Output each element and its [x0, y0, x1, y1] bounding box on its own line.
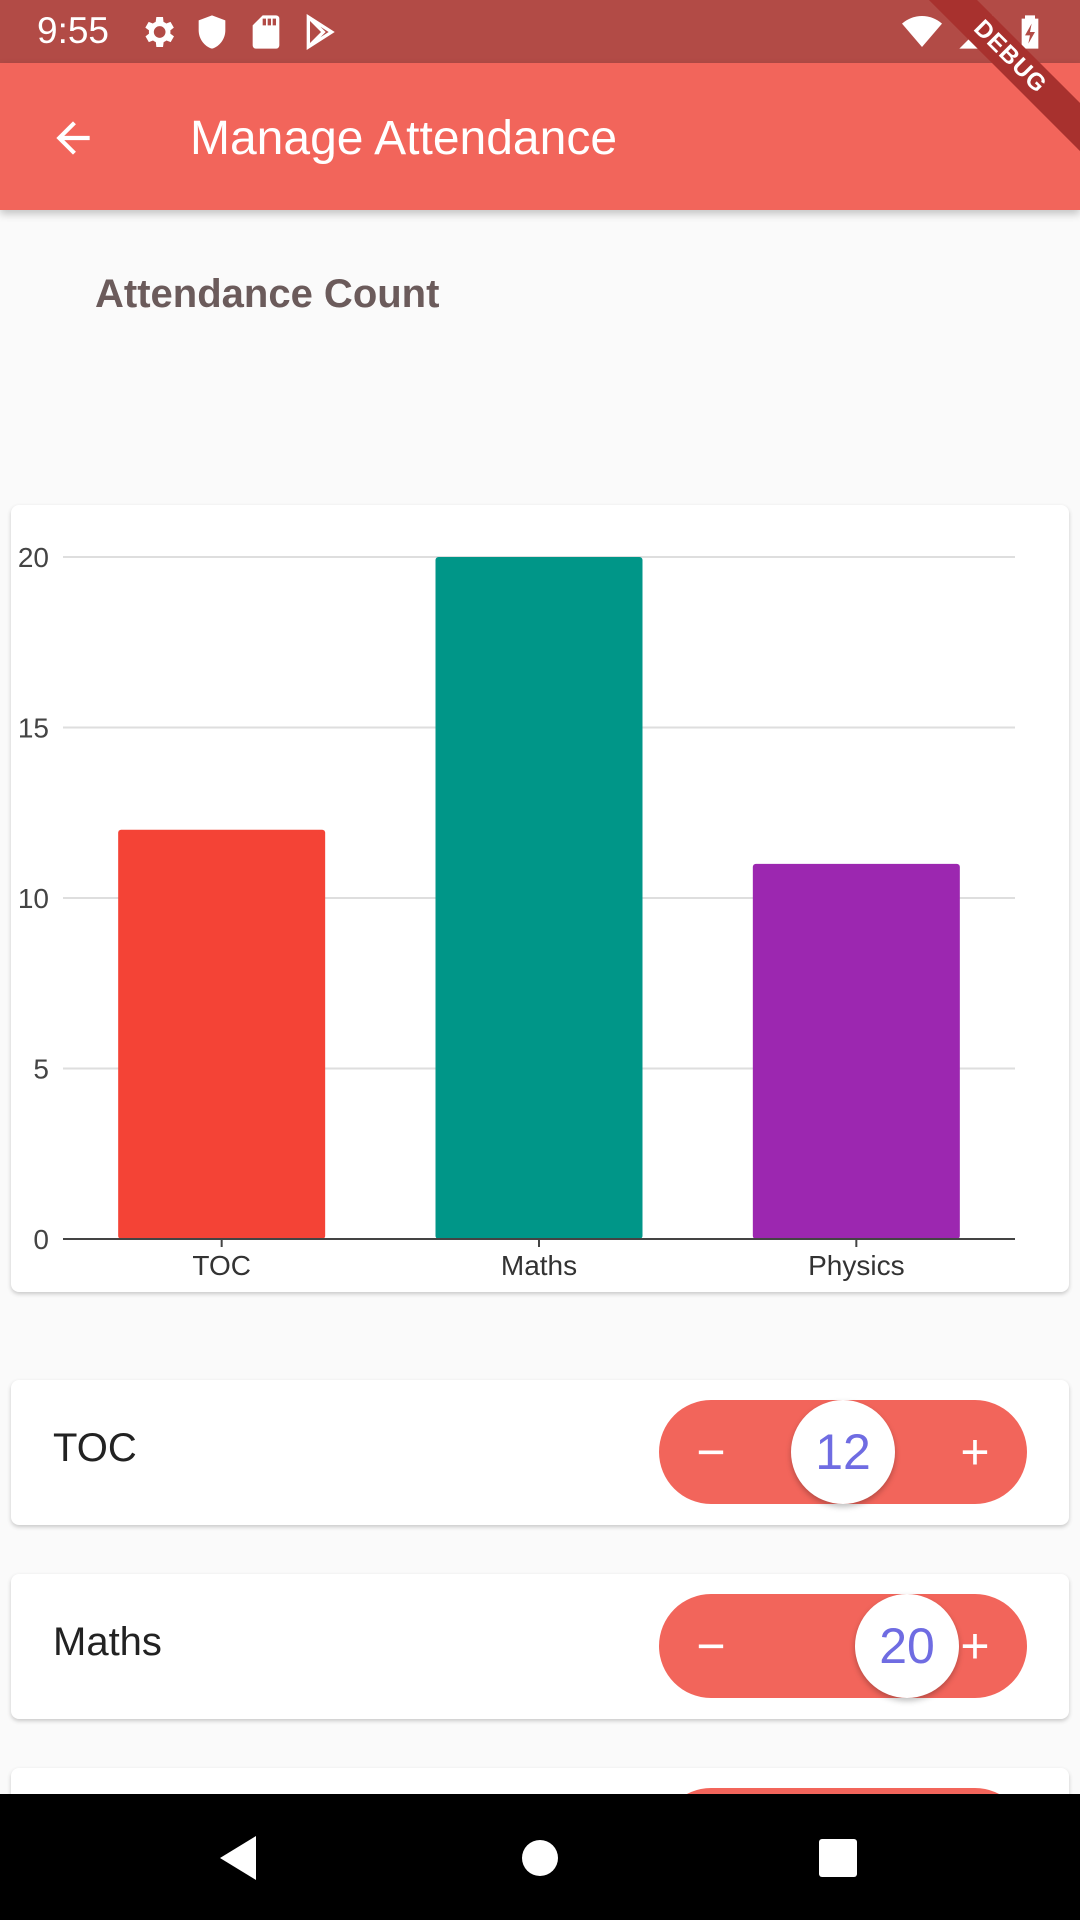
x-tick-label: TOC — [192, 1250, 251, 1281]
page-title: Manage Attendance — [190, 112, 618, 165]
x-tick-label: Maths — [501, 1250, 577, 1281]
increment-button[interactable]: + — [960, 1618, 990, 1674]
chart-card: 0 5 10 15 20 TOC Maths Physics — [11, 505, 1069, 1292]
decrement-button[interactable]: − — [696, 1424, 726, 1480]
back-button[interactable] — [38, 103, 108, 173]
attendance-bar-chart: 0 5 10 15 20 TOC Maths Physics — [18, 542, 1015, 1281]
settings-icon — [138, 12, 178, 52]
y-tick-label: 15 — [18, 713, 49, 744]
chart-title: Attendance Count — [95, 272, 440, 316]
shield-icon — [192, 12, 232, 52]
nav-home-button[interactable] — [510, 1828, 570, 1888]
battery-charging-icon — [1010, 12, 1050, 52]
y-tick-label: 20 — [18, 542, 49, 573]
status-time: 9:55 — [37, 10, 110, 51]
system-nav-bar — [0, 1794, 1080, 1920]
app-bar: Manage Attendance — [0, 63, 1080, 210]
x-tick-label: Physics — [808, 1250, 904, 1281]
attendance-stepper: − + 20 — [659, 1594, 1027, 1698]
y-tick-label: 5 — [33, 1054, 49, 1085]
subject-label: TOC — [53, 1426, 137, 1470]
sd-card-icon — [246, 12, 286, 52]
attendance-stepper: − 12 + — [659, 1400, 1027, 1504]
bar-toc — [118, 829, 326, 1239]
stepper-value: 20 — [855, 1594, 959, 1698]
y-tick-label: 0 — [33, 1224, 49, 1255]
subject-label: Maths — [53, 1620, 162, 1664]
stepper-value: 12 — [791, 1400, 895, 1504]
play-store-icon — [300, 12, 340, 52]
nav-recent-button[interactable] — [808, 1828, 868, 1888]
arrow-back-icon — [56, 121, 90, 155]
status-bar: 9:55 — [0, 0, 1080, 63]
y-tick-label: 10 — [18, 883, 49, 914]
nav-back-icon — [220, 1836, 256, 1880]
nav-home-icon — [522, 1840, 558, 1876]
wifi-icon — [902, 12, 942, 52]
subject-row-toc: TOC − 12 + — [11, 1380, 1069, 1525]
bar-physics — [752, 863, 960, 1239]
decrement-button[interactable]: − — [696, 1618, 726, 1674]
nav-recent-icon — [819, 1839, 857, 1877]
nav-back-button[interactable] — [208, 1828, 268, 1888]
status-icons-left — [138, 12, 340, 52]
bar-maths — [435, 557, 643, 1239]
subject-row-maths: Maths − + 20 — [11, 1574, 1069, 1719]
increment-button[interactable]: + — [960, 1424, 990, 1480]
